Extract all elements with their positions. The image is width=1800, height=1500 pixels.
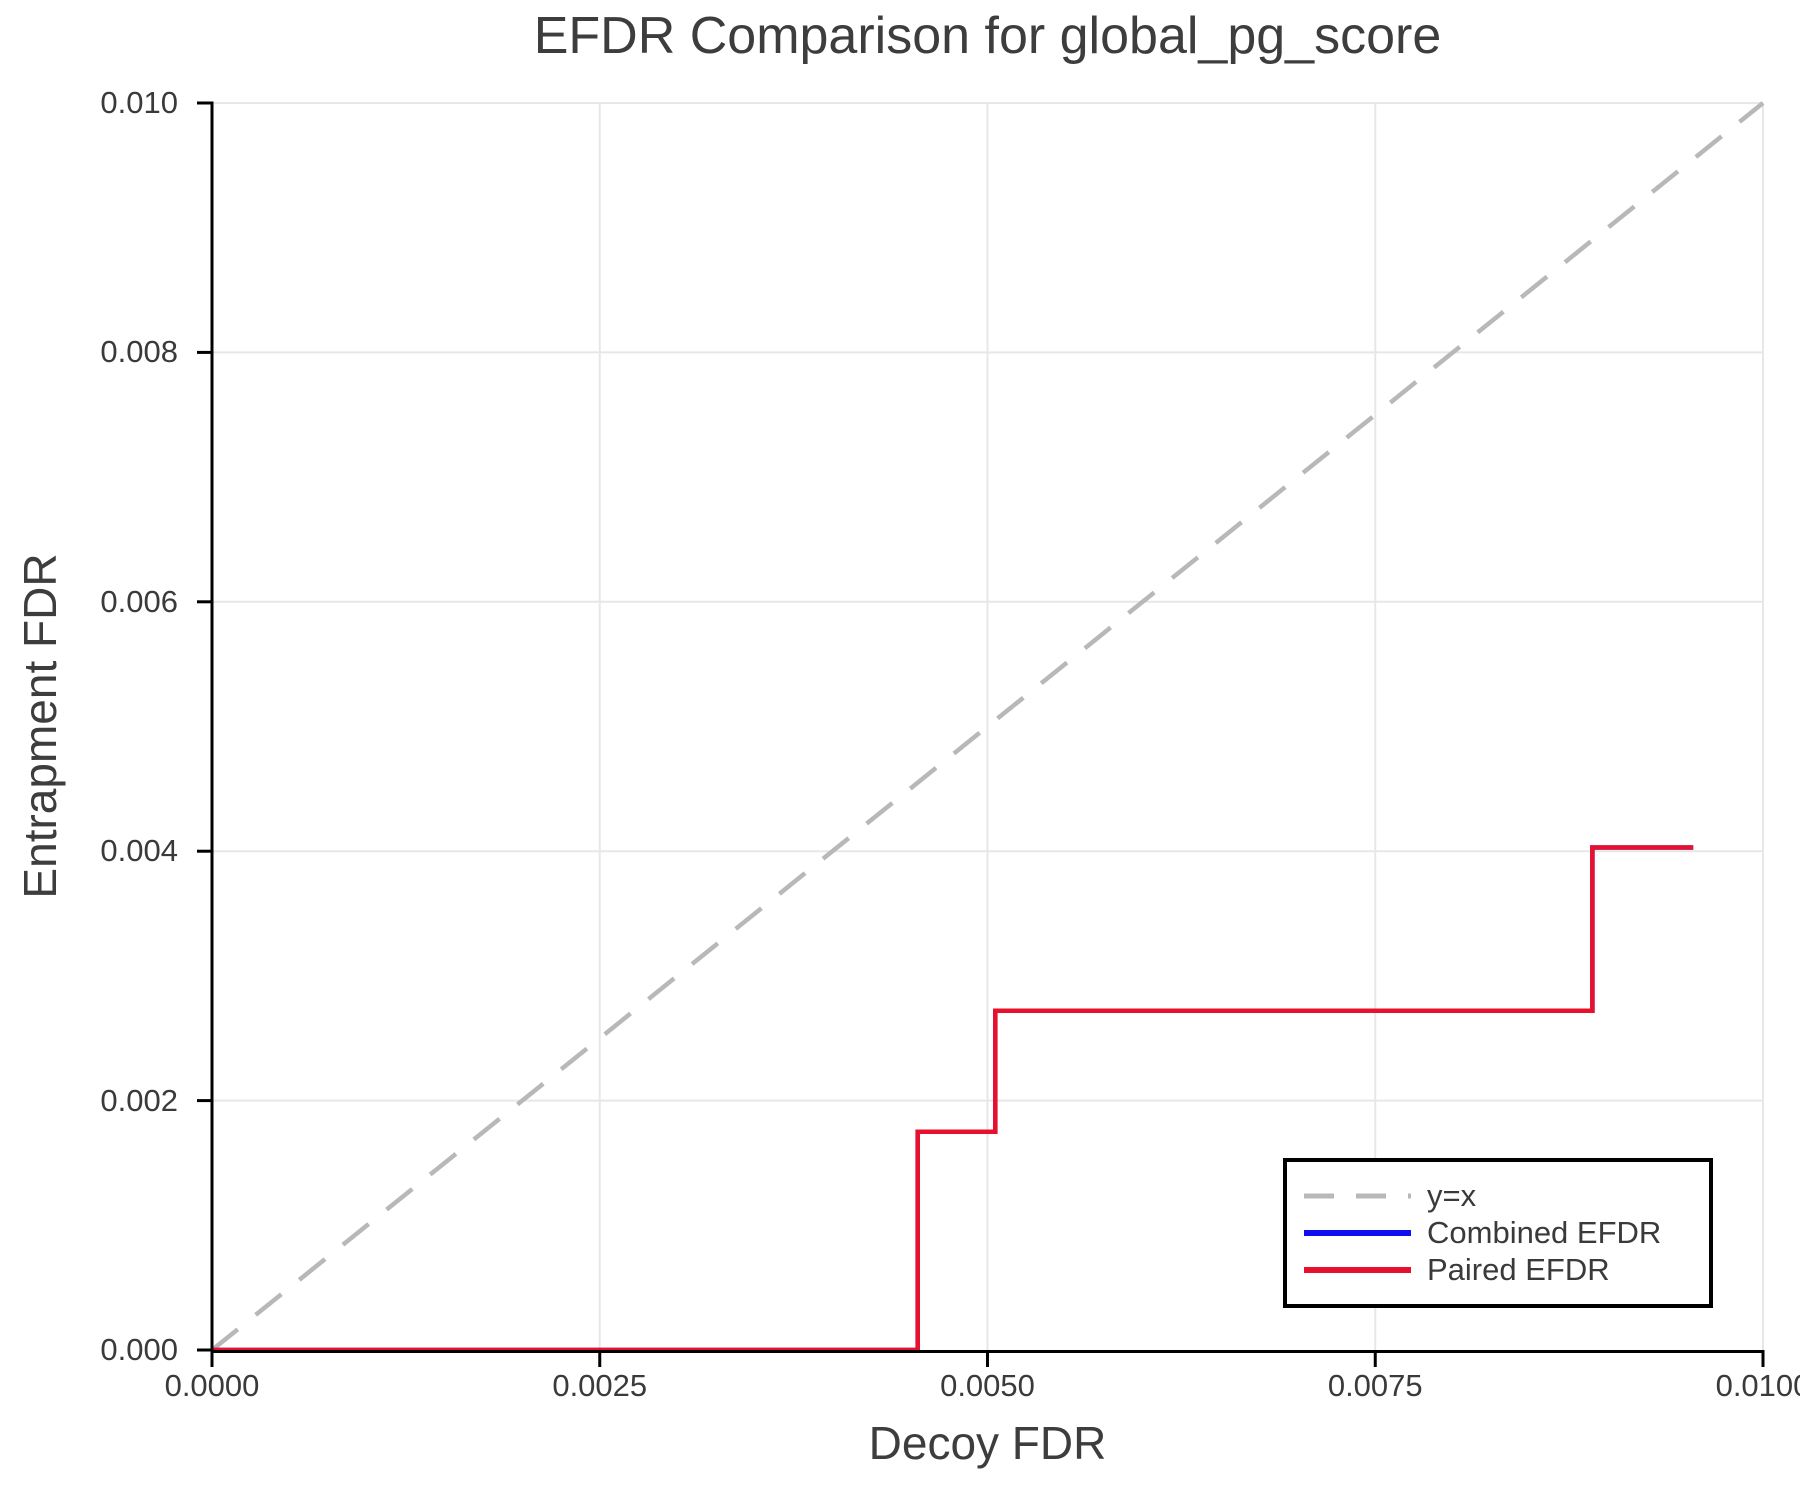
legend-label-combined-efdr: Combined EFDR bbox=[1427, 1215, 1662, 1250]
legend-item-paired-efdr: Paired EFDR bbox=[1304, 1252, 1709, 1289]
y-tick-label: 0.004 bbox=[100, 833, 178, 869]
tick-marks bbox=[197, 101, 1765, 1367]
x-axis-title: Decoy FDR bbox=[868, 1417, 1107, 1469]
y-tick-label: 0.006 bbox=[100, 583, 178, 619]
series-lines bbox=[210, 101, 1765, 1353]
x-tick-label: 0.0075 bbox=[1327, 1368, 1423, 1403]
y-tick-label: 0.002 bbox=[100, 1082, 178, 1118]
x-tick-label: 0.0000 bbox=[164, 1368, 260, 1403]
paired-efdr-line bbox=[212, 845, 1694, 1353]
legend-item-yx: y=x bbox=[1304, 1178, 1709, 1215]
chart-title: EFDR Comparison for global_pg_score bbox=[533, 7, 1442, 65]
x-tick-label: 0.0025 bbox=[552, 1368, 648, 1403]
x-tick-label: 0.0050 bbox=[940, 1368, 1035, 1403]
red-line-swatch bbox=[1304, 1267, 1411, 1273]
y-tick-label: 0.000 bbox=[100, 1332, 178, 1367]
y-tick-label: 0.008 bbox=[100, 334, 178, 370]
dashed-line-swatch bbox=[1304, 1193, 1411, 1199]
legend: y=x Combined EFDR Paired EFDR bbox=[1283, 1158, 1713, 1308]
legend-label-paired-efdr: Paired EFDR bbox=[1427, 1252, 1610, 1287]
axis-spines bbox=[210, 101, 1765, 1353]
y-tick-label: 0.010 bbox=[100, 85, 178, 120]
blue-line-swatch bbox=[1304, 1230, 1411, 1236]
legend-item-combined-efdr: Combined EFDR bbox=[1304, 1215, 1709, 1252]
legend-label-yx: y=x bbox=[1427, 1178, 1477, 1213]
gridlines bbox=[212, 102, 1764, 1350]
